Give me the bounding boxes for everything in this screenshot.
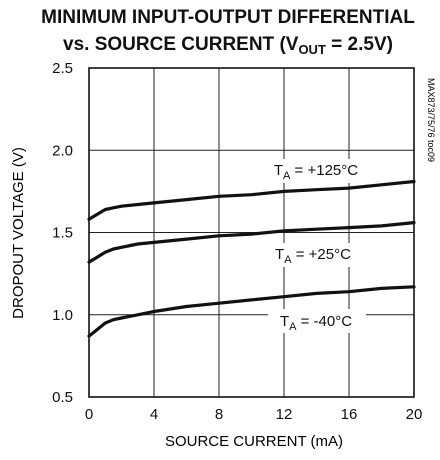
series-line-1: [89, 223, 414, 263]
title-suffix: = 2.5V): [326, 34, 393, 55]
title-subscript: OUT: [298, 42, 326, 57]
x-tick-label: 8: [215, 406, 223, 423]
figure-code: MAX873/75/76 toc09: [426, 78, 436, 162]
x-tick-label: 12: [276, 406, 293, 423]
y-tick-label: 2.0: [52, 142, 73, 159]
y-tick-label: 2.5: [52, 60, 73, 77]
x-tick-label: 0: [85, 406, 93, 423]
chart-title-line-2: vs. SOURCE CURRENT (VOUT = 2.5V): [63, 34, 393, 57]
title-prefix: vs. SOURCE CURRENT (V: [63, 34, 299, 55]
plot-area: 0 4 8 12 16 200.51.01.52.02.5TA = +125°CTA = …: [52, 60, 422, 423]
y-tick-label: 0.5: [52, 389, 73, 406]
y-tick-label: 1.5: [52, 225, 73, 242]
chart-title-line-1: MINIMUM INPUT-OUTPUT DIFFERENTIAL: [41, 7, 415, 28]
x-tick-label: 20: [406, 406, 423, 423]
x-tick-label: 16: [341, 406, 358, 423]
series-line-0: [89, 182, 414, 220]
y-tick-label: 1.0: [52, 307, 73, 324]
y-axis-label: DROPOUT VOLTAGE (V): [10, 147, 27, 319]
x-tick-label: 4: [150, 406, 158, 423]
x-axis-label: SOURCE CURRENT (mA): [165, 433, 343, 450]
